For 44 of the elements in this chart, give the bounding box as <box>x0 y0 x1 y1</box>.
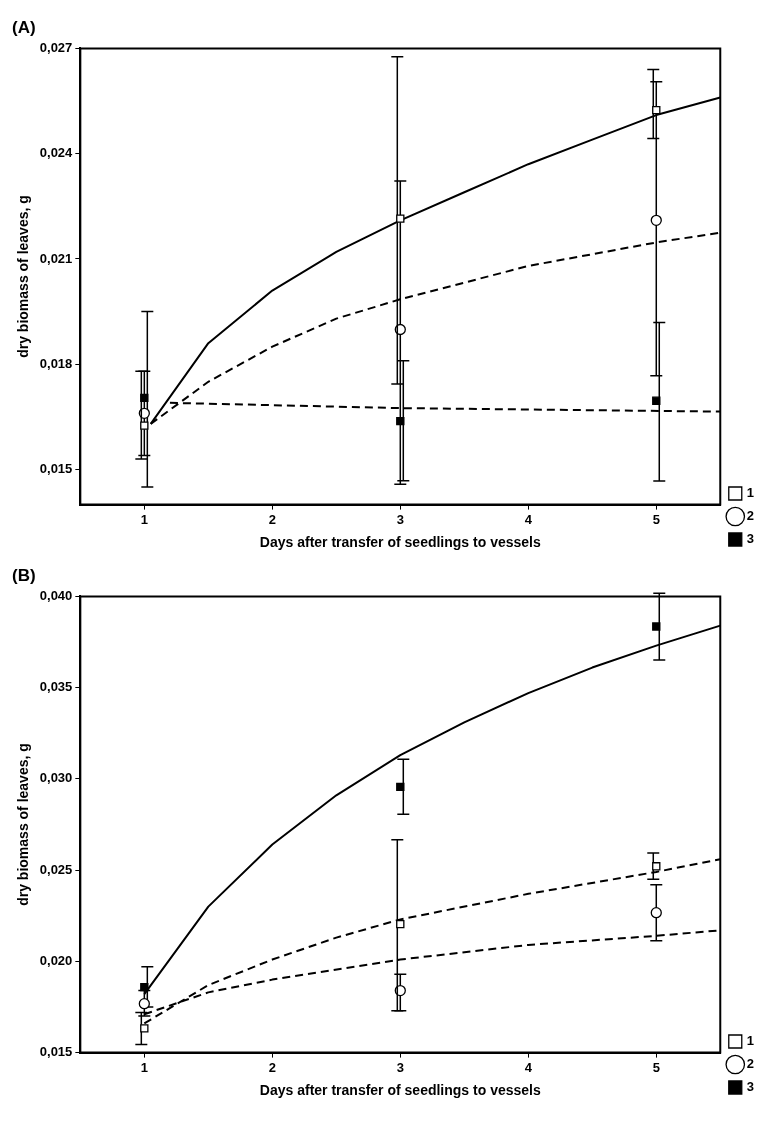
point <box>396 214 405 223</box>
y-tick-label: 0,015 <box>39 461 73 477</box>
x-tick-label: 1 <box>140 1059 148 1075</box>
point <box>140 421 149 430</box>
y-tick-label: 0,040 <box>39 587 73 603</box>
x-tick-label: 4 <box>524 511 533 527</box>
chart-title: (A) <box>12 17 36 37</box>
x-tick-label: 1 <box>140 511 148 527</box>
legend-label: 1 <box>746 1033 754 1049</box>
chart-title: (B) <box>12 565 36 585</box>
point <box>650 214 662 226</box>
y-tick-label: 0,030 <box>39 770 73 786</box>
x-tick-label: 3 <box>396 1059 404 1075</box>
point <box>140 1024 149 1033</box>
y-tick-label: 0,018 <box>39 355 73 371</box>
legend-label: 1 <box>746 485 754 501</box>
point <box>396 919 405 929</box>
y-tick-label: 0,024 <box>39 145 74 161</box>
point <box>138 998 150 1010</box>
y-tick-label: 0,025 <box>39 861 73 877</box>
x-tick-label: 4 <box>524 1059 533 1075</box>
legend-label: 3 <box>746 1079 754 1095</box>
y-tick-label: 0,020 <box>39 952 73 968</box>
y-tick-label: 0,035 <box>39 679 73 695</box>
x-tick-label: 2 <box>268 1059 276 1075</box>
point <box>396 782 405 792</box>
x-tick-label: 5 <box>652 511 660 527</box>
point <box>652 396 661 405</box>
y-tick-label: 0,015 <box>39 1044 73 1060</box>
y-axis-title: dry biomass of leaves, g <box>15 743 32 906</box>
x-axis-title: Days after transfer of seedlings to vessels <box>259 1082 541 1099</box>
point <box>652 105 661 115</box>
point <box>652 862 661 871</box>
x-tick-label: 3 <box>396 511 404 527</box>
y-axis-title: dry biomass of leaves, g <box>15 195 32 358</box>
point <box>140 982 149 992</box>
legend-label: 3 <box>746 531 754 547</box>
x-axis-title: Days after transfer of seedlings to vessels <box>259 534 541 551</box>
y-tick-label: 0,027 <box>39 39 73 55</box>
point <box>650 906 662 919</box>
x-tick-label: 2 <box>268 511 276 527</box>
y-tick-label: 0,021 <box>39 250 73 266</box>
x-tick-label: 5 <box>652 1059 660 1075</box>
point <box>652 622 661 631</box>
